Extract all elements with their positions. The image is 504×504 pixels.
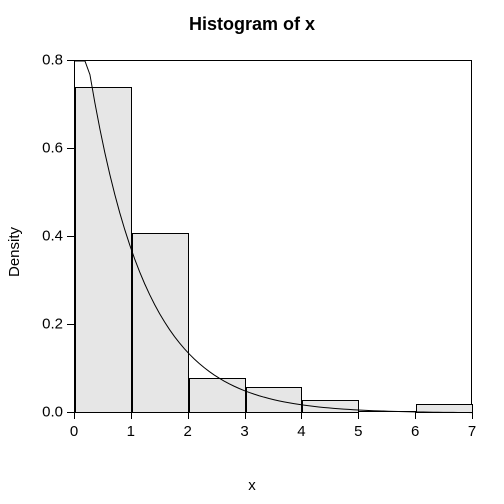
x-tick-label: 1 <box>127 423 135 440</box>
histogram-chart: Histogram of x x Density 0 1 2 3 4 5 6 7 0.0 0.2 0… <box>0 0 504 504</box>
x-tick-label: 2 <box>184 423 192 440</box>
y-tick <box>67 236 74 237</box>
y-tick <box>67 148 74 149</box>
y-tick <box>67 60 74 61</box>
x-tick-label: 7 <box>468 423 476 440</box>
chart-title: Histogram of x <box>0 14 504 35</box>
x-tick-label: 5 <box>354 423 362 440</box>
x-tick <box>74 412 75 419</box>
x-tick-label: 6 <box>411 423 419 440</box>
histogram-bar <box>246 387 303 413</box>
histogram-bar <box>189 378 246 413</box>
x-tick <box>472 412 473 419</box>
x-tick-label: 4 <box>297 423 305 440</box>
x-tick <box>245 412 246 419</box>
y-tick-label: 0.4 <box>31 228 63 245</box>
y-tick-label: 0.6 <box>31 140 63 157</box>
x-tick <box>131 412 132 419</box>
y-tick <box>67 324 74 325</box>
histogram-bar <box>75 87 132 413</box>
y-tick-label: 0.0 <box>31 404 63 421</box>
y-axis-label: Density <box>6 0 23 504</box>
x-tick <box>301 412 302 419</box>
y-tick-label: 0.2 <box>31 316 63 333</box>
x-tick-label: 0 <box>70 423 78 440</box>
x-axis-label: x <box>0 477 504 494</box>
y-tick <box>67 412 74 413</box>
x-tick <box>358 412 359 419</box>
histogram-bar <box>132 233 189 413</box>
plot-area <box>74 60 472 412</box>
x-tick <box>415 412 416 419</box>
histogram-bar <box>302 400 359 413</box>
x-tick-label: 3 <box>240 423 248 440</box>
x-tick <box>188 412 189 419</box>
histogram-bar <box>416 404 473 413</box>
y-tick-label: 0.8 <box>31 52 63 69</box>
